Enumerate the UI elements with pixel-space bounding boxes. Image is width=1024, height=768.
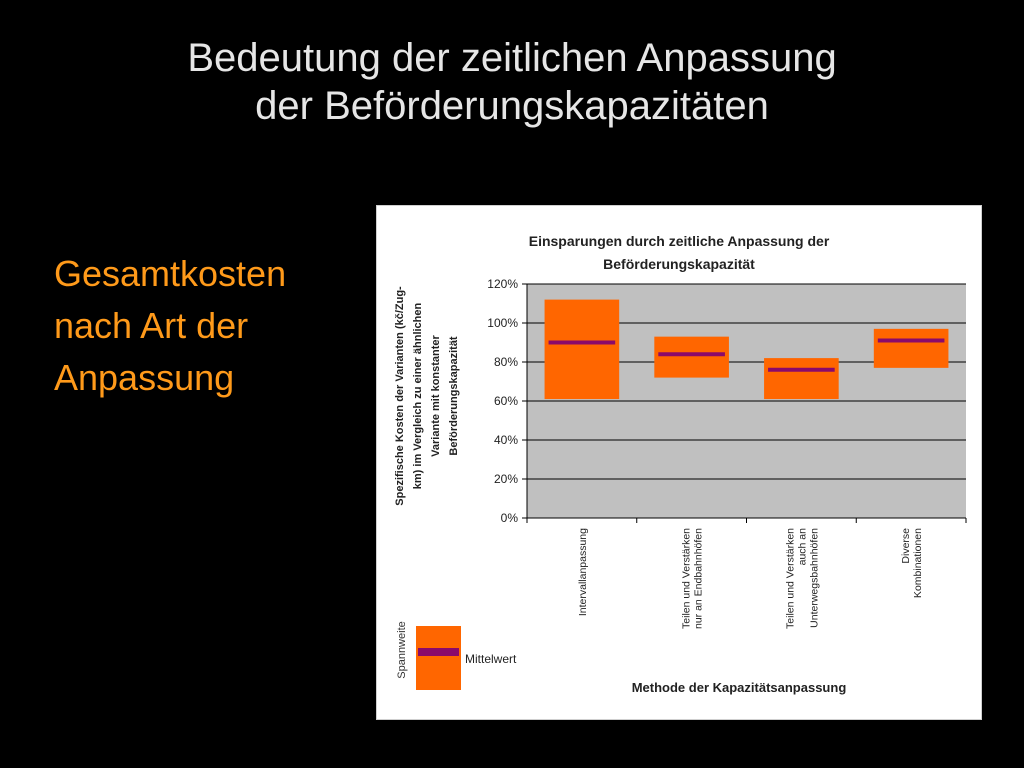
legend-range-label: Spannweite bbox=[396, 621, 408, 679]
range-chart: Einsparungen durch zeitliche Anpassung d… bbox=[394, 233, 967, 695]
x-tick-labels: Intervallanpassung Teilen und Verstärken n… bbox=[577, 528, 924, 629]
y-tick-label: 60% bbox=[494, 394, 518, 408]
slide-title-line-2: der Beförderungskapazitäten bbox=[255, 84, 769, 128]
chart-title-line-2: Beförderungskapazität bbox=[603, 256, 755, 272]
y-axis-label-line-4: Beförderungskapazität bbox=[448, 336, 460, 456]
chart-title-line-1: Einsparungen durch zeitliche Anpassung d… bbox=[529, 233, 830, 249]
range-bar bbox=[873, 328, 949, 368]
y-axis-label-line-3: Variante mit konstanter bbox=[430, 334, 442, 456]
y-tick-labels: 0% 20% 40% 60% 80% 100% 120% bbox=[487, 277, 518, 525]
range-bar bbox=[654, 336, 729, 378]
y-tick-label: 20% bbox=[494, 472, 518, 486]
y-tick-label: 120% bbox=[487, 277, 518, 291]
range-bars bbox=[544, 299, 949, 400]
legend-mean-label: Mittelwert bbox=[465, 652, 517, 666]
y-axis-label-line-2: km) im Vergleich zu einer ähnlichen bbox=[412, 302, 424, 489]
y-tick-label: 0% bbox=[501, 511, 519, 525]
y-tick-label: 100% bbox=[487, 316, 518, 330]
side-caption: Gesamtkosten nach Art der Anpassung bbox=[54, 248, 286, 404]
x-tick-label: auch an bbox=[796, 528, 808, 566]
x-tick-label: nur an Endbahnhöfen bbox=[693, 528, 705, 629]
side-caption-line-1: Gesamtkosten bbox=[54, 253, 287, 294]
x-tick-label: Intervallanpassung bbox=[577, 528, 589, 616]
x-tick-label: Kombinationen bbox=[912, 528, 924, 598]
chart-frame: Einsparungen durch zeitliche Anpassung d… bbox=[376, 205, 982, 720]
side-caption-line-3: Anpassung bbox=[54, 357, 235, 398]
range-bar bbox=[764, 358, 839, 400]
x-tick-label: Teilen und Verstärken bbox=[681, 528, 693, 629]
side-caption-line-2: nach Art der bbox=[54, 305, 249, 346]
range-bar bbox=[544, 299, 620, 400]
x-tick-label: Unterwegsbahnhöfen bbox=[808, 528, 820, 628]
y-tick-label: 80% bbox=[494, 355, 518, 369]
legend-range-swatch bbox=[416, 626, 461, 690]
y-axis-label-line-1: Spezifische Kosten der Varianten (kč/Zug… bbox=[394, 286, 406, 506]
x-axis-label: Methode der Kapazitätsanpassung bbox=[632, 680, 847, 695]
slide-title: Bedeutung der zeitlichen Anpassung der B… bbox=[0, 34, 1024, 130]
legend: Spannweite Mittelwert bbox=[396, 621, 517, 690]
legend-mean-swatch bbox=[418, 648, 459, 656]
y-tick-label: 40% bbox=[494, 433, 518, 447]
x-tick-label: Diverse bbox=[900, 528, 912, 564]
slide-title-line-1: Bedeutung der zeitlichen Anpassung bbox=[187, 36, 837, 80]
y-axis-label: Spezifische Kosten der Varianten (kč/Zug… bbox=[394, 286, 460, 506]
x-tick-label: Teilen und Verstärken bbox=[784, 528, 796, 629]
